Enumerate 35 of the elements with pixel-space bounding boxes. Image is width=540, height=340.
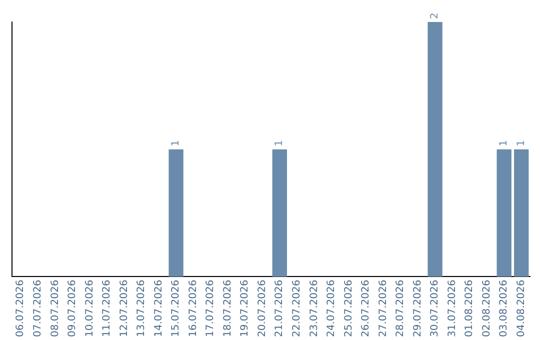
x-tick-label: 21.07.2026 [274,280,286,338]
x-tick-label: 10.07.2026 [84,280,96,338]
x-tick-label: 09.07.2026 [67,280,78,338]
data-label: 1 [170,140,182,146]
data-label: 1 [498,140,510,146]
x-tick-label: 06.07.2026 [15,280,26,338]
x-tick-label: 30.07.2026 [430,280,441,338]
x-tick-label: 22.07.2026 [291,280,302,338]
x-tick-label: 19.07.2026 [240,280,251,338]
x-tick-label: 08.07.2026 [50,280,61,338]
x-tick-label: 29.07.2026 [412,280,424,338]
x-tick-label: 01.08.2026 [464,280,476,338]
x-tick-label: 23.07.2026 [308,280,320,338]
x-tick-label: 11.07.2026 [102,280,113,338]
x-tick-label: 25.07.2026 [343,280,354,338]
x-tick-label: 28.07.2026 [395,280,406,338]
x-tick-label: 31.07.2026 [446,280,458,338]
x-tick-label: 26.07.2026 [360,280,372,338]
x-tick-label: 18.07.2026 [222,280,234,338]
x-tick-label: 04.08.2026 [516,280,527,338]
x-tick-label: 20.07.2026 [256,280,268,338]
x-tick-label: 12.07.2026 [118,280,130,338]
x-tick-label: 13.07.2026 [136,280,148,338]
x-tick-label: 15.07.2026 [170,280,182,338]
x-tick-label: 24.07.2026 [326,280,338,338]
data-label: 1 [274,140,286,146]
x-tick-label: 14.07.2026 [153,280,164,338]
x-tick-label: 16.07.2026 [188,280,199,338]
x-tick-label: 02.08.2026 [481,280,492,338]
data-label: 2 [430,12,441,19]
x-tick-label: 17.07.2026 [205,280,216,338]
x-tick-label: 03.08.2026 [498,280,510,338]
x-tick-label: 07.07.2026 [32,280,44,338]
data-label: 1 [516,140,527,146]
x-tick-label: 27.07.2026 [378,280,389,338]
